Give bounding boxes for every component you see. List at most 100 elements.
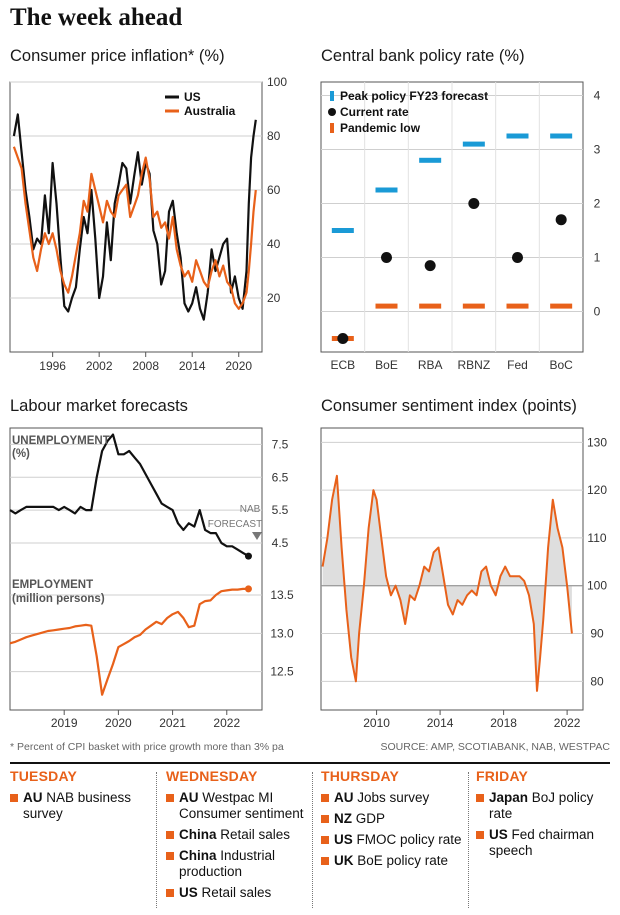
- y-tick-label: 60: [267, 183, 281, 197]
- x-tick-label: 2022: [213, 716, 240, 730]
- y-tick-label: 6.5: [272, 470, 289, 484]
- y-tick-label: 80: [267, 129, 281, 143]
- y-tick-label: 13.5: [270, 588, 294, 602]
- pandemic-low-mark: [550, 303, 573, 309]
- x-tick-label: 2014: [427, 716, 454, 730]
- x-tick-label: 2002: [86, 359, 113, 373]
- current-rate-mark: [512, 252, 523, 263]
- day-heading: FRIDAY: [476, 768, 529, 784]
- page-title: The week ahead: [10, 4, 183, 31]
- event-text: Retail sales: [220, 827, 291, 842]
- plot-frame: [9, 81, 263, 353]
- event-country: US: [179, 885, 198, 900]
- y-tick-label: 0: [594, 305, 601, 319]
- employment-unit: (million persons): [12, 593, 105, 605]
- event-text: Retail sales: [201, 885, 272, 900]
- legend-label: Australia: [184, 104, 236, 118]
- pandemic-low-mark: [419, 303, 442, 309]
- day-column-thursday: THURSDAY AU Jobs survey NZ GDP US FMOC p…: [321, 768, 467, 913]
- event-country: US: [489, 827, 508, 842]
- day-column-friday: FRIDAY Japan BoJ policy rate US Fed chai…: [476, 768, 610, 913]
- calendar-divider: [10, 762, 610, 764]
- labour-chart: 4.5 5.5 6.5 7.5 12.5 13.0 13.5 2019 2020 2021 2022…: [9, 427, 294, 730]
- event-text: Jobs survey: [357, 790, 430, 805]
- day-column-tuesday: TUESDAY AU NAB business survey: [10, 768, 156, 913]
- legend-swatch: [330, 123, 334, 133]
- labour-chart-title: Labour market forecasts: [10, 397, 188, 415]
- day-separator: [156, 772, 157, 908]
- event-text: Fed chairman speech: [489, 827, 595, 858]
- category-label: RBNZ: [457, 358, 490, 372]
- day-column-wednesday: WEDNESDAY AU Westpac MI Consumer sentime…: [166, 768, 312, 913]
- unemployment-label: UNEMPLOYMENT: [12, 435, 110, 447]
- event-item: China Industrial production: [166, 848, 312, 880]
- y-tick-label: 20: [267, 291, 281, 305]
- y-tick-label: 4: [594, 89, 601, 103]
- weekly-calendar: TUESDAY AU NAB business survey WEDNESDAY…: [10, 768, 610, 915]
- event-country: NZ: [334, 811, 352, 826]
- legend-swatch: [330, 91, 334, 101]
- category-label: BoE: [375, 358, 398, 372]
- y-tick-label: 13.0: [270, 626, 294, 640]
- peak-forecast-mark: [506, 133, 529, 139]
- legend-label: US: [184, 90, 201, 104]
- x-tick-label: 2022: [554, 716, 581, 730]
- day-heading: THURSDAY: [321, 768, 400, 784]
- cpi-chart-title: Consumer price inflation* (%): [10, 47, 225, 65]
- day-separator: [468, 772, 469, 908]
- event-item: AU Jobs survey: [321, 790, 467, 806]
- policy-chart-title: Central bank policy rate (%): [321, 47, 525, 65]
- y-tick-label: 80: [590, 674, 604, 688]
- event-item: US FMOC policy rate: [321, 832, 467, 848]
- event-item: AU NAB business survey: [10, 790, 156, 822]
- pandemic-low-mark: [462, 303, 485, 309]
- x-tick-label: 2010: [363, 716, 390, 730]
- current-rate-mark: [337, 333, 349, 344]
- series-line-australia: [12, 146, 257, 310]
- event-item: Japan BoJ policy rate: [476, 790, 610, 822]
- y-tick-label: 1: [594, 251, 601, 265]
- x-tick-label: 1996: [39, 359, 66, 373]
- sentiment-line: [321, 474, 573, 692]
- event-item: AU Westpac MI Consumer sentiment: [166, 790, 312, 822]
- y-tick-label: 110: [587, 531, 606, 545]
- peak-forecast-mark: [419, 157, 442, 163]
- y-tick-label: 130: [587, 435, 607, 449]
- y-tick-label: 100: [267, 75, 287, 89]
- current-rate-mark: [381, 252, 392, 263]
- y-tick-label: 40: [267, 237, 281, 251]
- series-line-us: [12, 113, 257, 321]
- plot-frame: [320, 427, 584, 711]
- sentiment-chart: 80 90 100 110 120 130 2010 2014 2018 2022: [320, 427, 607, 730]
- event-item: US Retail sales: [166, 885, 312, 901]
- event-item: China Retail sales: [166, 827, 312, 843]
- category-label: BoC: [549, 358, 573, 372]
- employment-forecast-point: [244, 585, 252, 593]
- x-tick-label: 2019: [51, 716, 78, 730]
- event-country: AU: [334, 790, 354, 805]
- peak-forecast-mark: [462, 141, 485, 147]
- category-label: Fed: [507, 358, 528, 372]
- category-label: ECB: [330, 358, 355, 372]
- plot-frame: [9, 427, 263, 711]
- category-label: RBA: [418, 358, 443, 372]
- event-item: NZ GDP: [321, 811, 467, 827]
- x-tick-label: 2020: [105, 716, 132, 730]
- footnote: * Percent of CPI basket with price growt…: [10, 741, 284, 753]
- legend-label: Pandemic low: [340, 121, 421, 135]
- employment-line: [9, 587, 249, 696]
- forecast-arrow-icon: [252, 532, 262, 540]
- peak-forecast-mark: [375, 187, 398, 193]
- y-tick-label: 120: [587, 483, 607, 497]
- forecast-annotation: NAB: [240, 504, 261, 515]
- event-country: Japan: [489, 790, 529, 805]
- event-text: Westpac MI Consumer sentiment: [179, 790, 304, 821]
- event-country: China: [179, 848, 217, 863]
- unemployment-line: [9, 433, 250, 558]
- legend-swatch: [328, 108, 336, 116]
- event-country: AU: [23, 790, 43, 805]
- unemployment-unit: (%): [12, 448, 30, 460]
- x-tick-label: 2021: [159, 716, 186, 730]
- sentiment-chart-title: Consumer sentiment index (points): [321, 397, 577, 415]
- event-text: BoE policy rate: [357, 853, 449, 868]
